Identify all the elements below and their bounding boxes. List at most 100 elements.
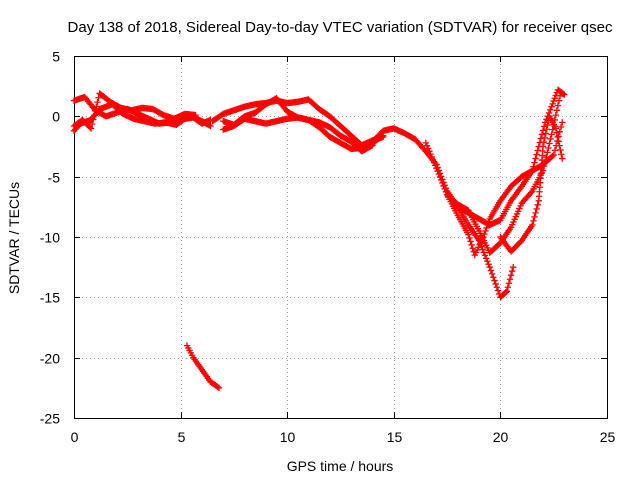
chart-title: Day 138 of 2018, Sidereal Day-to-day VTE… bbox=[68, 19, 613, 36]
data-point bbox=[488, 270, 496, 278]
data-point bbox=[214, 383, 221, 391]
data-point bbox=[546, 140, 553, 147]
data-point bbox=[556, 128, 563, 135]
data-point bbox=[530, 217, 537, 225]
data-point bbox=[481, 230, 488, 238]
data-point bbox=[559, 155, 566, 162]
data-point bbox=[480, 249, 488, 256]
y-axis-label: SDTVAR / TECUs bbox=[6, 182, 22, 294]
data-point bbox=[428, 153, 435, 161]
data-point bbox=[529, 167, 536, 174]
data-point bbox=[548, 131, 555, 138]
data-point bbox=[508, 267, 516, 275]
data-point bbox=[547, 135, 554, 143]
data-point bbox=[548, 103, 555, 110]
data-point bbox=[509, 263, 517, 271]
x-tick-label: 20 bbox=[493, 429, 509, 445]
data-point bbox=[441, 185, 448, 193]
data-point bbox=[534, 201, 541, 209]
data-point bbox=[88, 120, 96, 128]
data-point bbox=[442, 188, 450, 196]
x-tick-label: 25 bbox=[600, 429, 616, 445]
data-point bbox=[493, 284, 501, 291]
data-series bbox=[497, 113, 566, 255]
data-series bbox=[70, 90, 199, 132]
data-point bbox=[560, 90, 567, 98]
data-point bbox=[532, 209, 539, 217]
data-point bbox=[544, 149, 551, 156]
data-point bbox=[430, 159, 438, 166]
data-point bbox=[215, 384, 223, 392]
data-point bbox=[551, 95, 558, 102]
data-point bbox=[550, 97, 557, 105]
data-point bbox=[503, 288, 510, 295]
data-point bbox=[465, 231, 472, 238]
data-point bbox=[490, 274, 497, 281]
data-point bbox=[550, 151, 557, 159]
data-point bbox=[533, 205, 540, 213]
data-point bbox=[92, 107, 99, 115]
data-point bbox=[554, 102, 562, 109]
y-tick-label: 0 bbox=[52, 109, 60, 125]
data-point bbox=[440, 182, 447, 190]
x-tick-label: 0 bbox=[71, 429, 79, 445]
y-tick-label: 5 bbox=[52, 49, 60, 65]
data-point bbox=[93, 103, 100, 110]
data-point bbox=[484, 258, 491, 265]
data-point bbox=[486, 263, 493, 271]
data-point bbox=[506, 276, 514, 283]
data-point bbox=[549, 126, 556, 133]
data-point bbox=[530, 163, 537, 170]
data-point bbox=[531, 213, 538, 221]
data-point bbox=[492, 280, 499, 288]
data-point bbox=[491, 277, 498, 284]
data-series bbox=[183, 342, 223, 392]
data-point bbox=[87, 125, 95, 132]
data-point bbox=[467, 238, 474, 245]
data-point bbox=[91, 112, 98, 119]
x-tick-label: 10 bbox=[280, 429, 296, 445]
data-point bbox=[552, 92, 560, 99]
data-point bbox=[481, 252, 489, 259]
data-point bbox=[539, 143, 547, 150]
data-point bbox=[561, 91, 568, 98]
data-point bbox=[549, 152, 556, 160]
data-point bbox=[527, 189, 535, 196]
data-point bbox=[482, 227, 489, 235]
data-point bbox=[479, 246, 486, 253]
data-point bbox=[529, 221, 536, 229]
data-point bbox=[437, 176, 445, 184]
data-point bbox=[541, 134, 549, 142]
x-tick-label: 15 bbox=[387, 429, 403, 445]
data-point bbox=[426, 148, 433, 155]
data-point bbox=[557, 123, 565, 131]
data-point bbox=[555, 138, 562, 145]
data-point bbox=[552, 111, 560, 119]
data-point bbox=[432, 162, 439, 169]
data-point bbox=[538, 131, 546, 138]
data-point bbox=[485, 261, 492, 268]
data-point bbox=[547, 106, 554, 114]
data-point bbox=[423, 142, 431, 149]
data-point bbox=[540, 138, 548, 146]
data-point bbox=[542, 130, 549, 137]
y-tick-label: -10 bbox=[40, 230, 60, 246]
data-point bbox=[556, 142, 563, 149]
data-point bbox=[552, 125, 560, 132]
data-point bbox=[505, 280, 513, 287]
data-point bbox=[531, 159, 538, 166]
data-point bbox=[559, 119, 566, 126]
y-tick-label: -5 bbox=[48, 170, 61, 186]
x-axis-label: GPS time / hours bbox=[287, 458, 394, 474]
data-point bbox=[502, 289, 509, 296]
data-point bbox=[553, 129, 560, 136]
y-tick-label: -20 bbox=[40, 351, 60, 367]
data-point bbox=[558, 151, 565, 158]
y-tick-label: -15 bbox=[40, 290, 60, 306]
data-point bbox=[551, 147, 559, 154]
data-point bbox=[207, 122, 214, 130]
data-point bbox=[468, 241, 475, 249]
data-point bbox=[504, 284, 512, 291]
data-point bbox=[436, 173, 444, 181]
